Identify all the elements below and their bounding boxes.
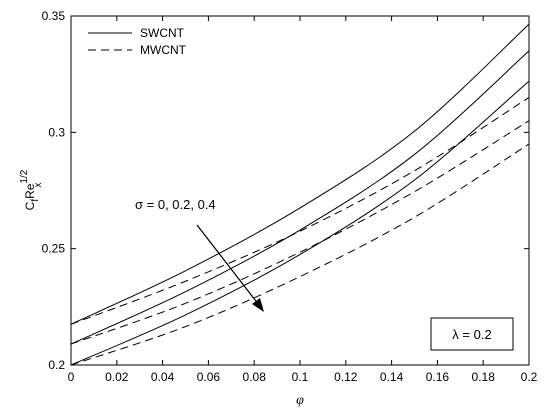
- y-tick-label: 0.35: [42, 9, 66, 23]
- y-axis-title: CfRe1/2x: [19, 169, 44, 210]
- x-tick-label: 0: [68, 370, 75, 384]
- tick-layer: 0 0.02 0.04 0.06 0.08 0.1 0.12 0.14 0.16 0.18 0.2 0…: [42, 9, 538, 384]
- swcnt-curve-2: [70, 80, 530, 366]
- y-title-c: C: [23, 201, 37, 210]
- parameter-box: [430, 317, 514, 351]
- y-title-exp: 1/2: [19, 169, 30, 183]
- arrow-shaft: [196, 224, 260, 306]
- y-title-f: f: [30, 199, 41, 202]
- arrow-head-icon: [252, 298, 264, 312]
- svg-text:CfRe1/2x: CfRe1/2x: [19, 169, 44, 210]
- series-layer: [70, 23, 530, 366]
- y-tick-label: 0.2: [48, 358, 65, 372]
- x-tick-label: 0.06: [197, 370, 221, 384]
- plot-area: [70, 15, 530, 366]
- y-title-re: Re: [23, 183, 37, 199]
- x-tick-label: 0.16: [426, 370, 450, 384]
- x-tick-label: 0.1: [292, 370, 309, 384]
- y-tick-label: 0.25: [42, 242, 66, 256]
- y-title-x: x: [33, 183, 44, 188]
- x-tick-label: 0.12: [334, 370, 358, 384]
- x-tick-label: 0.04: [151, 370, 175, 384]
- parameter-box-label: λ = 0.2: [452, 327, 491, 342]
- legend-label-mwcnt: MWCNT: [140, 43, 187, 57]
- x-tick-label: 0.2: [521, 370, 538, 384]
- swcnt-curve-1: [70, 50, 530, 345]
- sigma-annotation: σ = 0, 0.2, 0.4: [135, 197, 216, 212]
- swcnt-curve-0: [70, 23, 530, 325]
- x-tick-label: 0.14: [380, 370, 404, 384]
- y-tick-label: 0.3: [48, 125, 65, 139]
- mwcnt-curve-5: [70, 143, 530, 366]
- legend: SWCNT MWCNT: [88, 26, 187, 57]
- legend-label-swcnt: SWCNT: [140, 26, 185, 40]
- mwcnt-curve-3: [70, 97, 530, 325]
- x-tick-label: 0.08: [243, 370, 267, 384]
- x-tick-label: 0.18: [472, 370, 496, 384]
- mwcnt-curve-4: [70, 120, 530, 345]
- x-tick-label: 0.02: [105, 370, 129, 384]
- x-axis-title: φ: [296, 393, 304, 408]
